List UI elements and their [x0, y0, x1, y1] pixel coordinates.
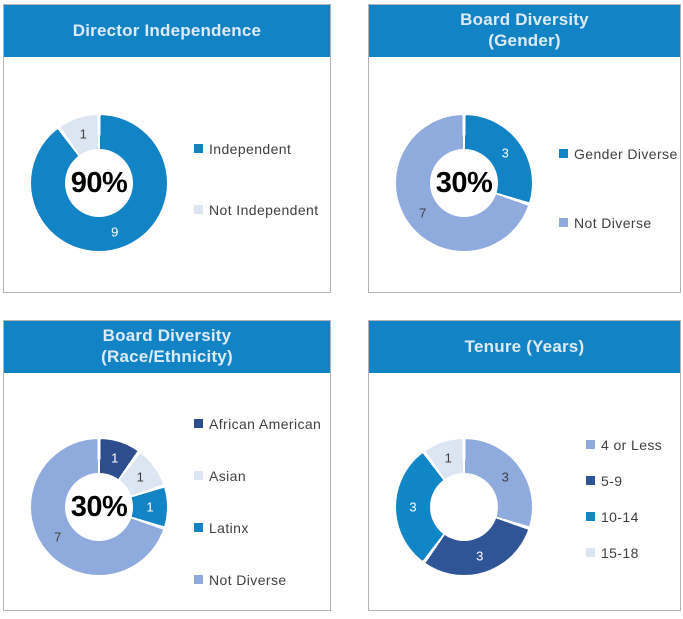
chart-title-tenure-years: Tenure (Years) — [369, 321, 680, 373]
chart-area: 30% 3 7 Gender Diverse Not Diverse — [369, 57, 680, 292]
chart-area: 3 3 3 1 4 or Less 5-9 10-14 15-18 — [369, 373, 680, 610]
slice-value-label: 3 — [501, 145, 509, 161]
legend-swatch-icon — [194, 523, 203, 532]
legend-label: 15-18 — [601, 544, 639, 561]
legend-label: Independent — [209, 140, 292, 157]
legend-label: Not Diverse — [574, 214, 652, 231]
legend-label: 4 or Less — [601, 436, 663, 453]
slice-value-label: 1 — [136, 469, 144, 485]
legend-swatch-icon — [586, 548, 595, 557]
card-director-independence: Director Independence 90% 9 1 Independent… — [3, 4, 331, 293]
slice-value-label: 1 — [444, 450, 452, 466]
donut-area: 30% 3 7 — [369, 115, 559, 251]
donut-hole: 30% — [65, 473, 133, 541]
center-percentage: 30% — [435, 166, 493, 199]
slice-value-label: 7 — [419, 205, 427, 221]
slice-value-label: 1 — [79, 126, 87, 142]
legend-item: Gender Diverse — [559, 145, 678, 162]
legend-item: Independent — [194, 140, 319, 157]
donut-area: 90% 9 1 — [4, 115, 194, 251]
chart-title-director-independence: Director Independence — [4, 5, 330, 57]
legend-swatch-icon — [194, 419, 203, 428]
legend: Gender Diverse Not Diverse — [559, 145, 678, 231]
donut-hole: 30% — [430, 149, 498, 217]
title-line: (Gender) — [488, 31, 561, 50]
legend-item: Asian — [194, 467, 321, 484]
legend-swatch-icon — [586, 476, 595, 485]
legend-label: Latinx — [209, 519, 249, 536]
slice-value-label: 9 — [111, 224, 119, 239]
donut-chart-director-independence: 90% 9 1 — [31, 115, 167, 251]
legend-swatch-icon — [194, 575, 203, 584]
legend: 4 or Less 5-9 10-14 15-18 — [586, 436, 662, 561]
legend-swatch-icon — [194, 205, 203, 214]
legend-swatch-icon — [559, 218, 568, 227]
title-line: Board Diversity — [460, 10, 589, 30]
card-board-diversity-gender: Board Diversity (Gender) 30% 3 7 Gender D… — [368, 4, 681, 293]
slice-value-label: 3 — [476, 548, 484, 563]
chart-area: 90% 9 1 Independent Not Independent — [4, 57, 330, 292]
legend-label: Asian — [209, 467, 247, 484]
chart-title-board-diversity-race-ethnicity: Board Diversity (Race/Ethnicity) — [4, 321, 330, 373]
slice-value-label: 3 — [409, 499, 417, 515]
legend-item: Not Diverse — [194, 571, 321, 588]
legend: Independent Not Independent — [194, 140, 319, 218]
card-tenure-years: Tenure (Years) 3 3 3 1 4 or Less 5-9 10-14 15-… — [368, 320, 681, 611]
legend-item: African American — [194, 415, 321, 432]
legend-swatch-icon — [194, 144, 203, 153]
donut-hole — [430, 473, 498, 541]
title-line: (Race/Ethnicity) — [101, 347, 233, 366]
legend-label: Not Diverse — [209, 571, 287, 588]
legend-label: Not Independent — [209, 201, 319, 218]
legend-swatch-icon — [586, 512, 595, 521]
slice-value-label: 1 — [146, 499, 154, 515]
slice-value-label: 7 — [54, 529, 62, 545]
legend-swatch-icon — [559, 149, 568, 158]
legend-swatch-icon — [586, 440, 595, 449]
legend-item: 10-14 — [586, 508, 662, 525]
donut-chart-board-diversity-gender: 30% 3 7 — [396, 115, 532, 251]
chart-title-board-diversity-gender: Board Diversity (Gender) — [369, 5, 680, 57]
legend-label: African American — [209, 415, 322, 432]
title-line: Director Independence — [72, 20, 262, 40]
legend-item: 5-9 — [586, 472, 662, 489]
legend-label: 10-14 — [601, 508, 639, 525]
donut-chart-tenure-years: 3 3 3 1 — [396, 439, 532, 575]
legend-label: Gender Diverse — [574, 145, 678, 162]
legend-item: Latinx — [194, 519, 321, 536]
donut-hole: 90% — [65, 149, 133, 217]
legend-item: 15-18 — [586, 544, 662, 561]
donut-area: 3 3 3 1 — [369, 439, 559, 575]
legend-item: Not Diverse — [559, 214, 678, 231]
legend-swatch-icon — [194, 471, 203, 480]
center-percentage: 90% — [70, 166, 128, 199]
slice-value-label: 1 — [111, 450, 119, 466]
slice-value-label: 3 — [501, 469, 509, 485]
legend-label: 5-9 — [601, 472, 623, 489]
title-line: Tenure (Years) — [464, 336, 585, 356]
center-percentage: 30% — [70, 490, 128, 523]
title-line: Board Diversity — [102, 326, 232, 346]
legend: African American Asian Latinx Not Diverse — [194, 415, 321, 588]
legend-item: 4 or Less — [586, 436, 662, 453]
legend-item: Not Independent — [194, 201, 319, 218]
